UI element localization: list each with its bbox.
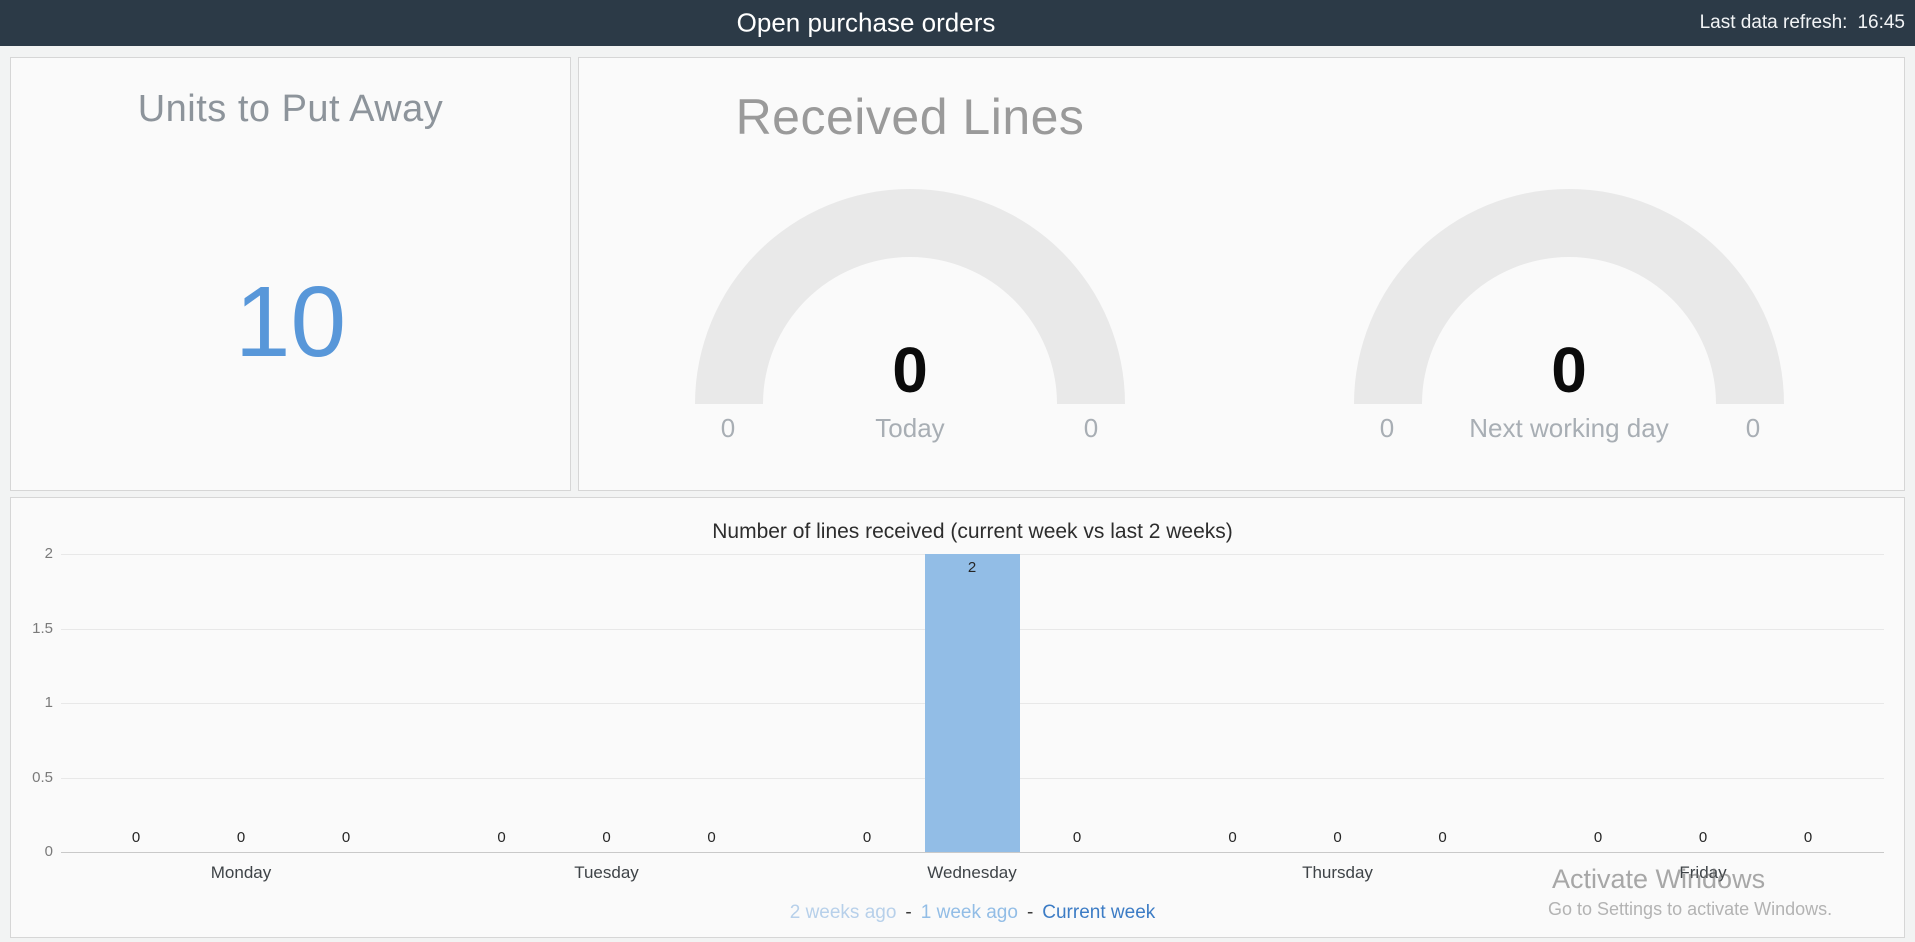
legend-item-current-week[interactable]: Current week xyxy=(1042,902,1156,923)
bar-value-label: 2 xyxy=(967,559,977,576)
legend-separator: - xyxy=(905,902,912,923)
last-refresh: Last data refresh: 16:45 xyxy=(1700,12,1905,34)
bar-value-label: 0 xyxy=(341,829,351,846)
gauge-today-caption: Today xyxy=(875,413,945,443)
x-axis-label-tuesday: Tuesday xyxy=(574,863,639,882)
bar-value-label: 0 xyxy=(1072,829,1082,846)
bar-wednesday-1-week-ago[interactable] xyxy=(924,554,1020,852)
received-lines-title: Received Lines xyxy=(735,89,1085,145)
chart-title: Number of lines received (current week v… xyxy=(712,520,1233,543)
x-axis-label-wednesday: Wednesday xyxy=(927,863,1017,882)
bar-value-label: 0 xyxy=(1333,829,1342,846)
chart-legend: 2 weeks ago -1 week ago - Current week xyxy=(61,902,1884,924)
bar-value-label: 0 xyxy=(1228,829,1237,846)
bar-value-label: 0 xyxy=(1593,829,1603,846)
gauge-next-working-day-arc xyxy=(1354,189,1784,404)
legend-item-1-week-ago[interactable]: 1 week ago xyxy=(920,902,1018,923)
legend-item-2-weeks-ago[interactable]: 2 weeks ago xyxy=(789,902,897,923)
x-axis-label-friday: Friday xyxy=(1679,863,1727,882)
x-axis-label-thursday: Thursday xyxy=(1302,863,1373,882)
kpi-tile-units-to-put-away[interactable]: Units to Put Away 10 xyxy=(10,57,571,491)
last-refresh-time: 16:45 xyxy=(1857,12,1905,33)
y-axis-tick-label: 1.5 xyxy=(32,619,53,637)
tile-received-lines[interactable]: Received Lines 0 0 Today 0 0 0 Next work… xyxy=(578,57,1905,491)
gauge-next-working-day-min-label: 0 xyxy=(1379,413,1395,443)
bar-value-label: 0 xyxy=(602,829,611,846)
kpi-tile-title: Units to Put Away xyxy=(137,88,444,130)
gauge-next-working-day-value: 0 xyxy=(1551,334,1587,406)
gauge-today-value: 0 xyxy=(892,334,928,406)
bar-value-label: 0 xyxy=(1803,829,1813,846)
bar-value-label: 0 xyxy=(1698,829,1708,846)
bar-value-label: 0 xyxy=(707,829,716,846)
page-title: Open purchase orders xyxy=(736,7,996,38)
gauge-today-arc xyxy=(695,189,1125,404)
bar-value-label: 0 xyxy=(862,829,872,846)
x-axis-label-monday: Monday xyxy=(210,863,272,882)
tile-lines-received-chart[interactable]: Number of lines received (current week v… xyxy=(10,497,1905,938)
legend-separator: - xyxy=(1026,902,1034,923)
gauge-today-min-label: 0 xyxy=(720,413,736,443)
y-axis-tick-label: 0 xyxy=(44,843,53,860)
app-header: Open purchase orders Last data refresh: 1… xyxy=(0,0,1915,46)
bar-value-label: 0 xyxy=(497,829,506,846)
kpi-value: 10 xyxy=(234,266,347,378)
gauge-next-working-day-max-label: 0 xyxy=(1745,413,1761,443)
bar-value-label: 0 xyxy=(131,829,141,846)
bar-value-label: 0 xyxy=(1438,829,1447,846)
y-axis-tick-label: 1 xyxy=(44,694,53,711)
y-axis-tick-label: 2 xyxy=(44,545,53,562)
gauge-next-working-day-caption: Next working day xyxy=(1469,413,1669,443)
y-axis-tick-label: 0.5 xyxy=(32,768,53,786)
x-axis-baseline xyxy=(61,852,1884,853)
last-refresh-label: Last data refresh: xyxy=(1699,12,1848,33)
gauge-today-max-label: 0 xyxy=(1083,413,1099,443)
bar-value-label: 0 xyxy=(236,829,246,846)
